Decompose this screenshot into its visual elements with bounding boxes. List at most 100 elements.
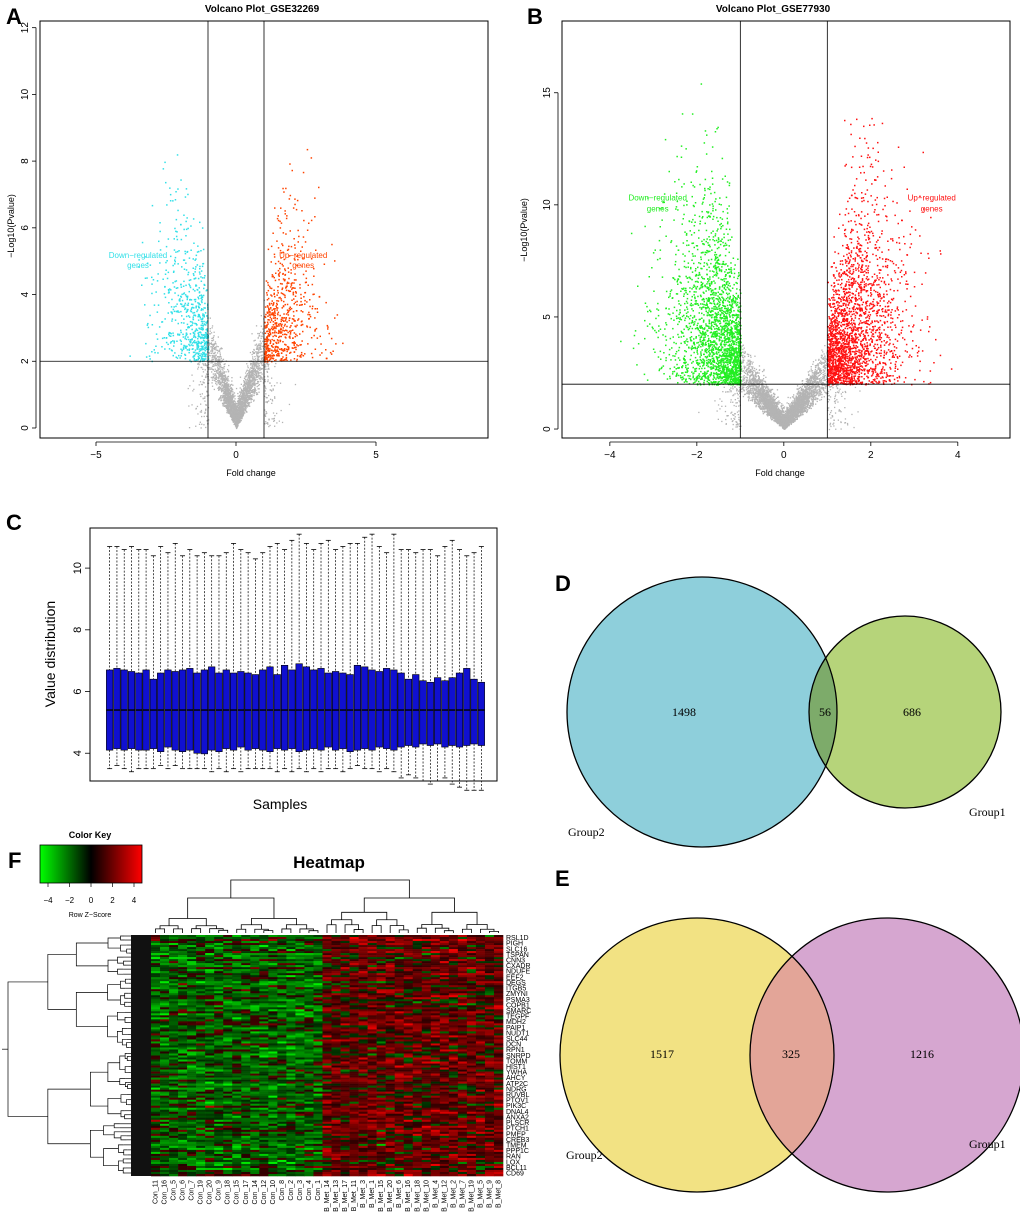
down-regulated-point	[174, 280, 176, 283]
neutral-point	[219, 355, 221, 358]
neutral-point	[260, 335, 262, 337]
neutral-point	[237, 423, 239, 425]
up-regulated-point	[268, 307, 270, 310]
neutral-point	[264, 379, 266, 381]
neutral-point	[246, 383, 248, 385]
up-regulated-point	[278, 278, 280, 281]
neutral-point	[203, 364, 205, 366]
neutral-point	[208, 394, 210, 396]
neutral-point	[815, 390, 817, 392]
neutral-point	[220, 365, 222, 367]
neutral-point	[759, 379, 761, 381]
neutral-point	[749, 391, 751, 393]
up-regulated-point	[289, 290, 292, 292]
neutral-point	[246, 395, 248, 397]
up-regulated-point	[311, 356, 314, 359]
neutral-point	[229, 402, 232, 404]
neutral-point	[243, 381, 246, 383]
neutral-point	[247, 365, 249, 367]
neutral-point	[767, 389, 769, 391]
neutral-point	[250, 376, 252, 378]
neutral-point	[209, 355, 211, 357]
down-regulated-point	[205, 358, 207, 360]
neutral-point	[294, 383, 297, 386]
neutral-point	[237, 414, 240, 416]
up-regulated-point	[293, 332, 296, 334]
neutral-point	[254, 369, 256, 371]
neutral-point	[223, 392, 225, 395]
up-regulated-point	[292, 293, 295, 296]
down-regulated-point	[198, 315, 201, 317]
down-regulated-point	[194, 277, 196, 280]
up-regulated-point	[296, 324, 298, 327]
down-regulated-point	[194, 300, 197, 303]
down-regulated-point	[167, 292, 170, 294]
annotation-label: genes	[292, 261, 314, 270]
up-regulated-point	[264, 358, 266, 361]
down-regulated-point	[197, 353, 200, 356]
neutral-point	[242, 408, 244, 410]
neutral-point	[226, 379, 229, 382]
neutral-point	[253, 392, 255, 394]
up-regulated-point	[303, 296, 305, 298]
neutral-point	[236, 419, 239, 421]
neutral-point	[199, 393, 201, 395]
up-regulated-point	[306, 325, 308, 327]
down-regulated-point	[182, 285, 185, 287]
neutral-point	[236, 417, 238, 419]
neutral-point	[255, 377, 257, 379]
neutral-point	[233, 414, 236, 416]
neutral-point	[221, 376, 223, 378]
neutral-point	[229, 408, 231, 411]
up-regulated-point	[320, 343, 322, 345]
neutral-point	[226, 378, 228, 381]
neutral-point	[268, 418, 270, 420]
down-regulated-point	[195, 305, 197, 308]
up-regulated-point	[272, 304, 274, 307]
down-regulated-point	[144, 277, 147, 279]
neutral-point	[256, 392, 258, 394]
up-regulated-point	[267, 284, 270, 286]
down-regulated-point	[191, 307, 193, 309]
neutral-point	[238, 404, 240, 406]
up-regulated-point	[286, 325, 288, 328]
neutral-point	[258, 349, 260, 352]
neutral-point	[217, 376, 219, 378]
neutral-point	[242, 392, 244, 394]
up-regulated-point	[292, 207, 295, 209]
up-regulated-point	[273, 289, 275, 291]
up-regulated-point	[329, 351, 332, 354]
up-regulated-point	[285, 289, 288, 292]
neutral-point	[217, 346, 219, 348]
down-regulated-point	[201, 308, 203, 310]
down-regulated-point	[173, 340, 176, 342]
neutral-point	[208, 357, 210, 359]
neutral-point	[226, 406, 228, 408]
neutral-point	[260, 337, 262, 339]
neutral-point	[192, 390, 194, 392]
up-regulated-point	[267, 353, 270, 356]
down-regulated-point	[202, 359, 204, 361]
up-regulated-point	[311, 307, 314, 310]
up-regulated-point	[273, 327, 275, 330]
up-regulated-point	[294, 342, 296, 344]
up-regulated-point	[270, 302, 273, 305]
up-regulated-point	[280, 318, 283, 321]
up-regulated-point	[293, 341, 295, 343]
neutral-point	[220, 375, 222, 377]
neutral-point	[811, 372, 813, 374]
neutral-point	[257, 372, 259, 374]
neutral-point	[208, 339, 210, 342]
down-regulated-point	[188, 290, 190, 293]
neutral-point	[245, 392, 247, 394]
down-regulated-point	[180, 283, 182, 286]
neutral-point	[215, 364, 217, 367]
up-regulated-point	[285, 348, 288, 350]
up-regulated-point	[316, 311, 319, 313]
up-regulated-point	[270, 294, 272, 296]
neutral-point	[213, 344, 215, 346]
neutral-point	[218, 398, 221, 400]
neutral-point	[255, 383, 257, 385]
up-regulated-point	[278, 352, 280, 355]
neutral-point	[209, 367, 211, 369]
